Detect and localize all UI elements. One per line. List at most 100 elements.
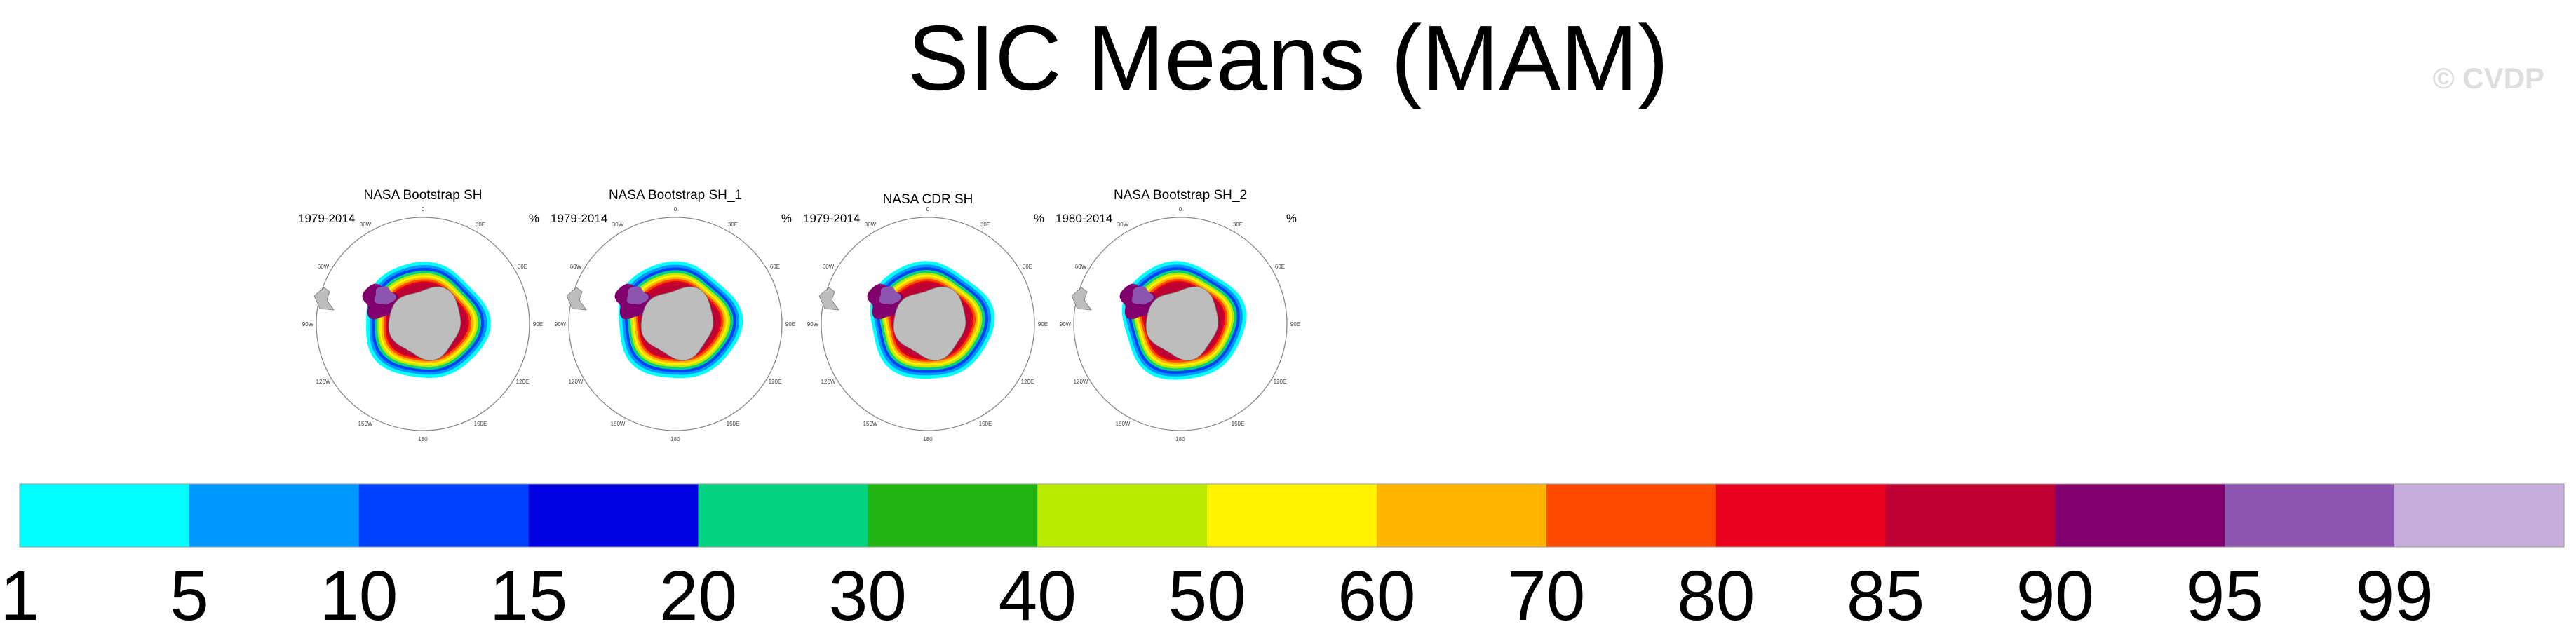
longitude-label: 60W bbox=[570, 264, 582, 270]
south-america-landmass bbox=[1071, 287, 1092, 311]
longitude-label: 150W bbox=[863, 421, 878, 427]
longitude-label: 90E bbox=[785, 321, 795, 327]
longitude-label: 0 bbox=[674, 206, 677, 212]
longitude-label: 90W bbox=[302, 321, 314, 327]
panel-units: % bbox=[781, 212, 792, 225]
sea-ice-contour bbox=[374, 286, 396, 305]
longitude-label: 150E bbox=[727, 421, 740, 427]
longitude-label: 0 bbox=[1179, 206, 1182, 212]
polar-map: 0 30E 60E 90E 120E 150E 180 150W 120W 90W 60W 30W bbox=[807, 206, 1048, 442]
colorbar-segment bbox=[2394, 484, 2565, 547]
map-panel: 0 30E 60E 90E 120E 150E 180 150W 120W 90W 60W 30W N… bbox=[551, 184, 800, 443]
longitude-label: 120W bbox=[1074, 379, 1088, 385]
longitude-label: 180 bbox=[418, 436, 428, 442]
colorbar-segment bbox=[868, 484, 1038, 547]
longitude-label: 150W bbox=[1116, 421, 1131, 427]
panel-title: NASA CDR SH bbox=[882, 192, 973, 207]
polar-map: 0 30E 60E 90E 120E 150E 180 150W 120W 90W 60W 30W bbox=[1060, 206, 1300, 442]
longitude-label: 60W bbox=[1075, 264, 1087, 270]
longitude-label: 120E bbox=[769, 379, 782, 385]
colorbar-outline bbox=[19, 483, 2565, 548]
longitude-label: 60W bbox=[318, 264, 330, 270]
longitude-label: 150E bbox=[979, 421, 992, 427]
colorbar-segment bbox=[2055, 484, 2225, 547]
colorbar-tick-label: 95 bbox=[2186, 557, 2264, 635]
longitude-label: 0 bbox=[926, 206, 930, 212]
panel-title: NASA Bootstrap SH_2 bbox=[1113, 188, 1248, 203]
map-panel: 0 30E 60E 90E 120E 150E 180 150W 120W 90W 60W 30W N… bbox=[1056, 184, 1305, 443]
longitude-label: 90W bbox=[807, 321, 819, 327]
longitude-label: 150W bbox=[611, 421, 626, 427]
colorbar-segment bbox=[1376, 484, 1547, 547]
antarctica-landmass bbox=[388, 286, 461, 361]
colorbar-segment bbox=[528, 484, 699, 547]
longitude-label: 30W bbox=[360, 222, 372, 228]
longitude-label: 180 bbox=[923, 436, 933, 442]
colorbar-tick-label: 60 bbox=[1337, 557, 1415, 635]
antarctica-landmass bbox=[640, 286, 714, 361]
longitude-label: 0 bbox=[422, 206, 425, 212]
antarctica-landmass bbox=[1145, 286, 1219, 361]
colorbar-tick-label: 20 bbox=[659, 557, 737, 635]
longitude-label: 120W bbox=[821, 379, 836, 385]
longitude-label: 30E bbox=[728, 222, 738, 228]
longitude-label: 30W bbox=[865, 222, 877, 228]
longitude-label: 90E bbox=[1038, 321, 1048, 327]
longitude-label: 30W bbox=[1117, 222, 1129, 228]
longitude-label: 120E bbox=[1274, 379, 1287, 385]
colorbar-tick-label: 90 bbox=[2016, 557, 2094, 635]
colorbar-tick-label: 50 bbox=[1168, 557, 1246, 635]
colorbar-segment bbox=[1546, 484, 1717, 547]
longitude-label: 30E bbox=[980, 222, 990, 228]
panel-units: % bbox=[1033, 212, 1044, 225]
colorbar-tick-label: 15 bbox=[490, 557, 567, 635]
panel-units: % bbox=[528, 212, 539, 225]
antarctica-landmass bbox=[893, 286, 966, 361]
colorbar-tick-label: 1 bbox=[0, 557, 39, 635]
longitude-label: 150E bbox=[1232, 421, 1245, 427]
longitude-label: 30E bbox=[1233, 222, 1243, 228]
colorbar-segment bbox=[1037, 484, 1208, 547]
colorbar-tick-label: 40 bbox=[999, 557, 1077, 635]
colorbar-segment bbox=[189, 484, 360, 547]
longitude-label: 150W bbox=[358, 421, 373, 427]
watermark: © CVDP bbox=[2432, 62, 2544, 95]
longitude-label: 90E bbox=[1290, 321, 1300, 327]
colorbar-segment bbox=[358, 484, 530, 547]
longitude-label: 30E bbox=[476, 222, 485, 228]
colorbar-segment bbox=[1715, 484, 1887, 547]
colorbar-segment bbox=[2225, 484, 2395, 547]
longitude-label: 30W bbox=[612, 222, 624, 228]
south-america-landmass bbox=[818, 287, 839, 311]
colorbar-segment bbox=[698, 484, 868, 547]
colorbar-tick-label: 5 bbox=[170, 557, 209, 635]
longitude-label: 150E bbox=[474, 421, 487, 427]
longitude-label: 90W bbox=[1060, 321, 1072, 327]
polar-map: 0 30E 60E 90E 120E 150E 180 150W 120W 90W 60W 30W bbox=[555, 206, 795, 442]
colorbar-segment bbox=[20, 484, 190, 547]
map-panel: 0 30E 60E 90E 120E 150E 180 150W 120W 90W 60W 30W N… bbox=[803, 184, 1053, 443]
longitude-label: 120W bbox=[569, 379, 584, 385]
longitude-label: 60E bbox=[1023, 264, 1032, 270]
longitude-label: 120W bbox=[316, 379, 331, 385]
figure-title: SIC Means (MAM) bbox=[907, 6, 1669, 109]
longitude-label: 180 bbox=[670, 436, 680, 442]
panel-title: NASA Bootstrap SH_1 bbox=[608, 188, 743, 203]
colorbar-segment bbox=[1207, 484, 1377, 547]
panel-period: 1980-2014 bbox=[1056, 212, 1113, 225]
longitude-label: 60E bbox=[770, 264, 780, 270]
panel-title: NASA Bootstrap SH bbox=[363, 188, 483, 203]
sea-ice-contour bbox=[1131, 286, 1154, 305]
longitude-label: 60E bbox=[518, 264, 527, 270]
panel-units: % bbox=[1286, 212, 1297, 225]
colorbar-tick-label: 30 bbox=[829, 557, 907, 635]
longitude-label: 90W bbox=[555, 321, 567, 327]
polar-map: 0 30E 60E 90E 120E 150E 180 150W 120W 90W 60W 30W bbox=[302, 206, 543, 442]
colorbar-tick-label: 80 bbox=[1677, 557, 1755, 635]
south-america-landmass bbox=[313, 287, 335, 311]
panel-period: 1979-2014 bbox=[298, 212, 356, 225]
longitude-label: 60W bbox=[823, 264, 835, 270]
longitude-label: 60E bbox=[1275, 264, 1285, 270]
map-panel: 0 30E 60E 90E 120E 150E 180 150W 120W 90W 60W 30W N… bbox=[298, 184, 548, 443]
